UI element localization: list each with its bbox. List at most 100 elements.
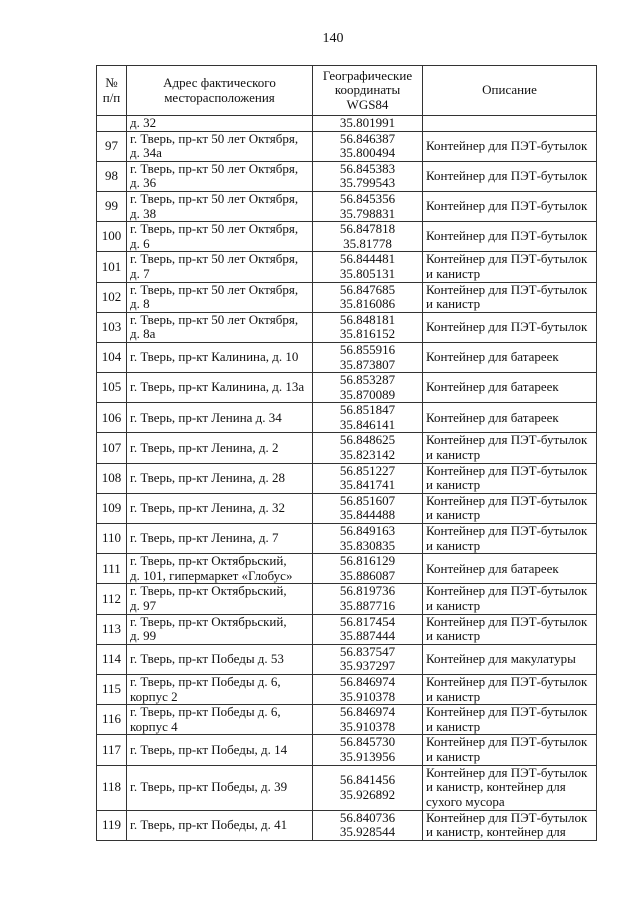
- address-line: г. Тверь, пр-кт Октябрьский,: [130, 553, 287, 569]
- coord-value: 56.816129: [339, 553, 396, 569]
- address-line: г. Тверь, пр-кт Ленина д. 34: [130, 409, 282, 425]
- cell-coords: 56.817454 35.887444: [312, 613, 423, 645]
- table-row: 118 г. Тверь, пр-кт Победы, д. 39 56.84145…: [96, 764, 597, 811]
- cell-description: Контейнер для ПЭТ-бутылок и канистр, конт…: [422, 809, 597, 841]
- cell-coords: 56.837547 35.937297: [312, 643, 423, 675]
- coord-value: 35.830835: [339, 537, 396, 553]
- coord-value: 35.81778: [343, 235, 392, 251]
- cell-description: Контейнер для ПЭТ-бутылок: [422, 221, 597, 253]
- description-line: Контейнер для батареек: [426, 409, 559, 425]
- coord-value: 35.910378: [339, 688, 396, 704]
- address-line: г. Тверь, пр-кт Победы д. 6,: [130, 673, 281, 689]
- description-line: Контейнер для ПЭТ-бутылок: [426, 281, 588, 297]
- cell-num: 110: [96, 523, 127, 555]
- cell-num: 116: [96, 704, 127, 736]
- cell-coords: 56.844481 35.805131: [312, 251, 423, 283]
- description-line: Контейнер для ПЭТ-бутылок: [426, 228, 588, 244]
- table-row: 114 г. Тверь, пр-кт Победы д. 53 56.837547…: [96, 643, 597, 675]
- description-line: и канистр: [426, 447, 481, 463]
- coord-value: 56.851227: [339, 462, 396, 478]
- coord-value: 56.841456: [339, 771, 396, 787]
- cell-num: 114: [96, 643, 127, 675]
- cell-description: Контейнер для ПЭТ-бутылок и канистр, конт…: [422, 764, 597, 811]
- cell-num: 97: [96, 130, 127, 162]
- cell-address: г. Тверь, пр-кт Победы, д. 39: [126, 764, 313, 811]
- coord-value: 35.937297: [339, 658, 396, 674]
- coord-value: 56.849163: [339, 523, 396, 539]
- table-row: 99 г. Тверь, пр-кт 50 лет Октября, д. 38 56…: [96, 190, 597, 223]
- description-line: и канистр: [426, 688, 481, 704]
- coord-value: 35.928544: [339, 824, 396, 840]
- cell-coords: 56.847685 35.816086: [312, 281, 423, 313]
- cell-address: г. Тверь, пр-кт 50 лет Октября, д. 8а: [126, 311, 313, 343]
- description-line: и канистр: [426, 537, 481, 553]
- coord-value: 35.926892: [339, 786, 396, 802]
- address-line: г. Тверь, пр-кт Калинина, д. 10: [130, 349, 299, 365]
- address-line: д. 8а: [130, 326, 156, 342]
- header-address-line: месторасположения: [164, 89, 275, 105]
- description-line: Контейнер для ПЭТ-бутылок: [426, 704, 588, 720]
- coord-value: 35.799543: [339, 175, 396, 191]
- address-line: д. 38: [130, 205, 157, 221]
- address-line: г. Тверь, пр-кт Победы, д. 14: [130, 741, 288, 757]
- cell-description: Контейнер для ПЭТ-бутылок и канистр: [422, 734, 597, 766]
- address-line: д. 101, гипермаркет «Глобус»: [130, 567, 293, 583]
- table-header-row: № п/п Адрес фактического месторасположения…: [96, 65, 597, 116]
- cell-description: Контейнер для ПЭТ-бутылок: [422, 190, 597, 223]
- cell-address: г. Тверь, пр-кт Ленина д. 34: [126, 402, 313, 434]
- cell-num: 112: [96, 583, 127, 615]
- cell-coords: 56.845730 35.913956: [312, 734, 423, 766]
- coord-value: 35.913956: [339, 748, 396, 764]
- description-line: и канистр: [426, 598, 481, 613]
- address-line: д. 34а: [130, 145, 162, 161]
- description-line: и канистр: [426, 628, 481, 644]
- description-line: Контейнер для ПЭТ-бутылок: [426, 583, 588, 599]
- header-num-line: п/п: [102, 89, 121, 105]
- coord-value: 56.848625: [339, 432, 396, 448]
- cell-description: Контейнер для ПЭТ-бутылок и канистр: [422, 432, 597, 464]
- containers-table: № п/п Адрес фактического месторасположения…: [96, 65, 597, 841]
- cell-address: г. Тверь, пр-кт Ленина, д. 32: [126, 492, 313, 525]
- cell-coords: 56.846974 35.910378: [312, 704, 423, 736]
- address-line: г. Тверь, пр-кт Ленина, д. 32: [130, 500, 286, 516]
- cell-description: Контейнер для батареек: [422, 341, 597, 374]
- coord-value: 56.846387: [339, 130, 396, 146]
- table-row: 102 г. Тверь, пр-кт 50 лет Октября, д. 8 56…: [96, 281, 597, 313]
- cell-address: г. Тверь, пр-кт Победы, д. 14: [126, 734, 313, 766]
- cell-num: 101: [96, 251, 127, 283]
- cell-description: Контейнер для ПЭТ-бутылок: [422, 311, 597, 343]
- address-line: г. Тверь, пр-кт Победы д. 6,: [130, 704, 281, 720]
- cell-address: г. Тверь, пр-кт Октябрьский, д. 99: [126, 613, 313, 645]
- table-row: 105 г. Тверь, пр-кт Калинина, д. 13а 56.85…: [96, 372, 597, 404]
- cell-num: 100: [96, 221, 127, 253]
- cell-num: 111: [96, 553, 127, 585]
- cell-address: г. Тверь, пр-кт Победы, д. 41: [126, 809, 313, 841]
- coord-value: 56.845730: [339, 734, 396, 750]
- cell-address: д. 32: [126, 115, 313, 132]
- description-line: и канистр, контейнер для: [426, 824, 566, 840]
- cell-address: г. Тверь, пр-кт 50 лет Октября, д. 38: [126, 190, 313, 223]
- header-address: Адрес фактического месторасположения: [126, 65, 313, 116]
- cell-description: Контейнер для ПЭТ-бутылок: [422, 130, 597, 162]
- cell-description: Контейнер для ПЭТ-бутылок и канистр: [422, 492, 597, 525]
- address-line: г. Тверь, пр-кт 50 лет Октября,: [130, 221, 299, 237]
- coord-value: 35.798831: [339, 205, 396, 221]
- table-row: 110 г. Тверь, пр-кт Ленина, д. 7 56.849163…: [96, 523, 597, 555]
- cell-coords: 56.846387 35.800494: [312, 130, 423, 162]
- cell-num: 117: [96, 734, 127, 766]
- description-line: сухого мусора: [426, 793, 505, 809]
- cell-num: 113: [96, 613, 127, 645]
- coord-value: 56.846974: [339, 673, 396, 689]
- cell-description: Контейнер для батареек: [422, 402, 597, 434]
- cell-num: 115: [96, 673, 127, 706]
- address-line: г. Тверь, пр-кт Ленина, д. 28: [130, 469, 286, 485]
- coord-value: 35.816086: [339, 296, 396, 312]
- description-line: Контейнер для ПЭТ-бутылок: [426, 432, 588, 448]
- cell-coords: 56.840736 35.928544: [312, 809, 423, 841]
- cell-num: 108: [96, 462, 127, 494]
- cell-num: 98: [96, 160, 127, 192]
- cell-coords: 56.851227 35.841741: [312, 462, 423, 494]
- cell-coords: 56.841456 35.926892: [312, 764, 423, 811]
- cell-coords: 56.848181 35.816152: [312, 311, 423, 343]
